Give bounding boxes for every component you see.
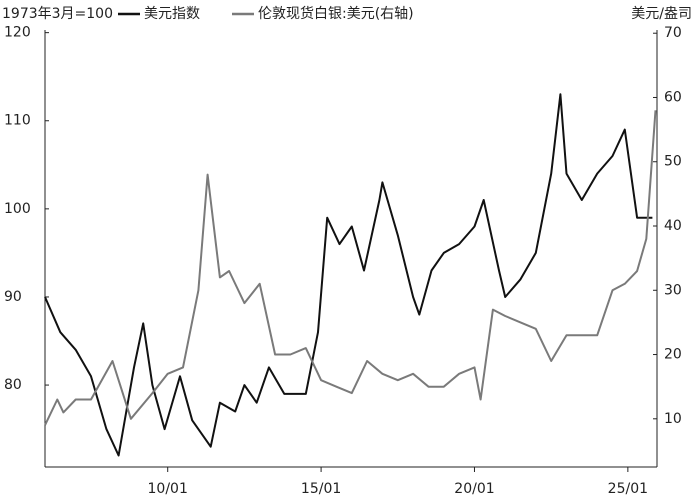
y2-tick-label: 50 xyxy=(664,154,682,170)
y-tick-label: 90 xyxy=(4,289,22,305)
series-line xyxy=(44,110,657,426)
legend-label: 伦敦现货白银:美元(右轴) xyxy=(258,5,414,22)
x-tick-label: 10/01 xyxy=(148,481,188,497)
y2-tick-label: 20 xyxy=(664,347,682,363)
legend-label: 美元指数 xyxy=(144,6,200,22)
y-tick-label: 110 xyxy=(4,113,31,129)
y2-tick-label: 60 xyxy=(664,89,682,105)
y-tick-label: 120 xyxy=(4,25,31,41)
y2-tick-label: 70 xyxy=(664,25,682,41)
x-tick-label: 25/01 xyxy=(608,481,648,497)
series-line xyxy=(44,93,653,457)
y2-axis-label: 美元/盎司 xyxy=(631,6,692,22)
y-tick-label: 80 xyxy=(4,377,22,393)
y-tick-label: 100 xyxy=(4,201,31,217)
y2-tick-label: 40 xyxy=(664,218,682,234)
y2-tick-label: 30 xyxy=(664,282,682,298)
x-tick-label: 20/01 xyxy=(454,481,494,497)
y2-tick-label: 10 xyxy=(664,411,682,427)
y-axis-label: 1973年3月=100 xyxy=(2,6,113,22)
x-tick-label: 15/01 xyxy=(301,481,341,497)
